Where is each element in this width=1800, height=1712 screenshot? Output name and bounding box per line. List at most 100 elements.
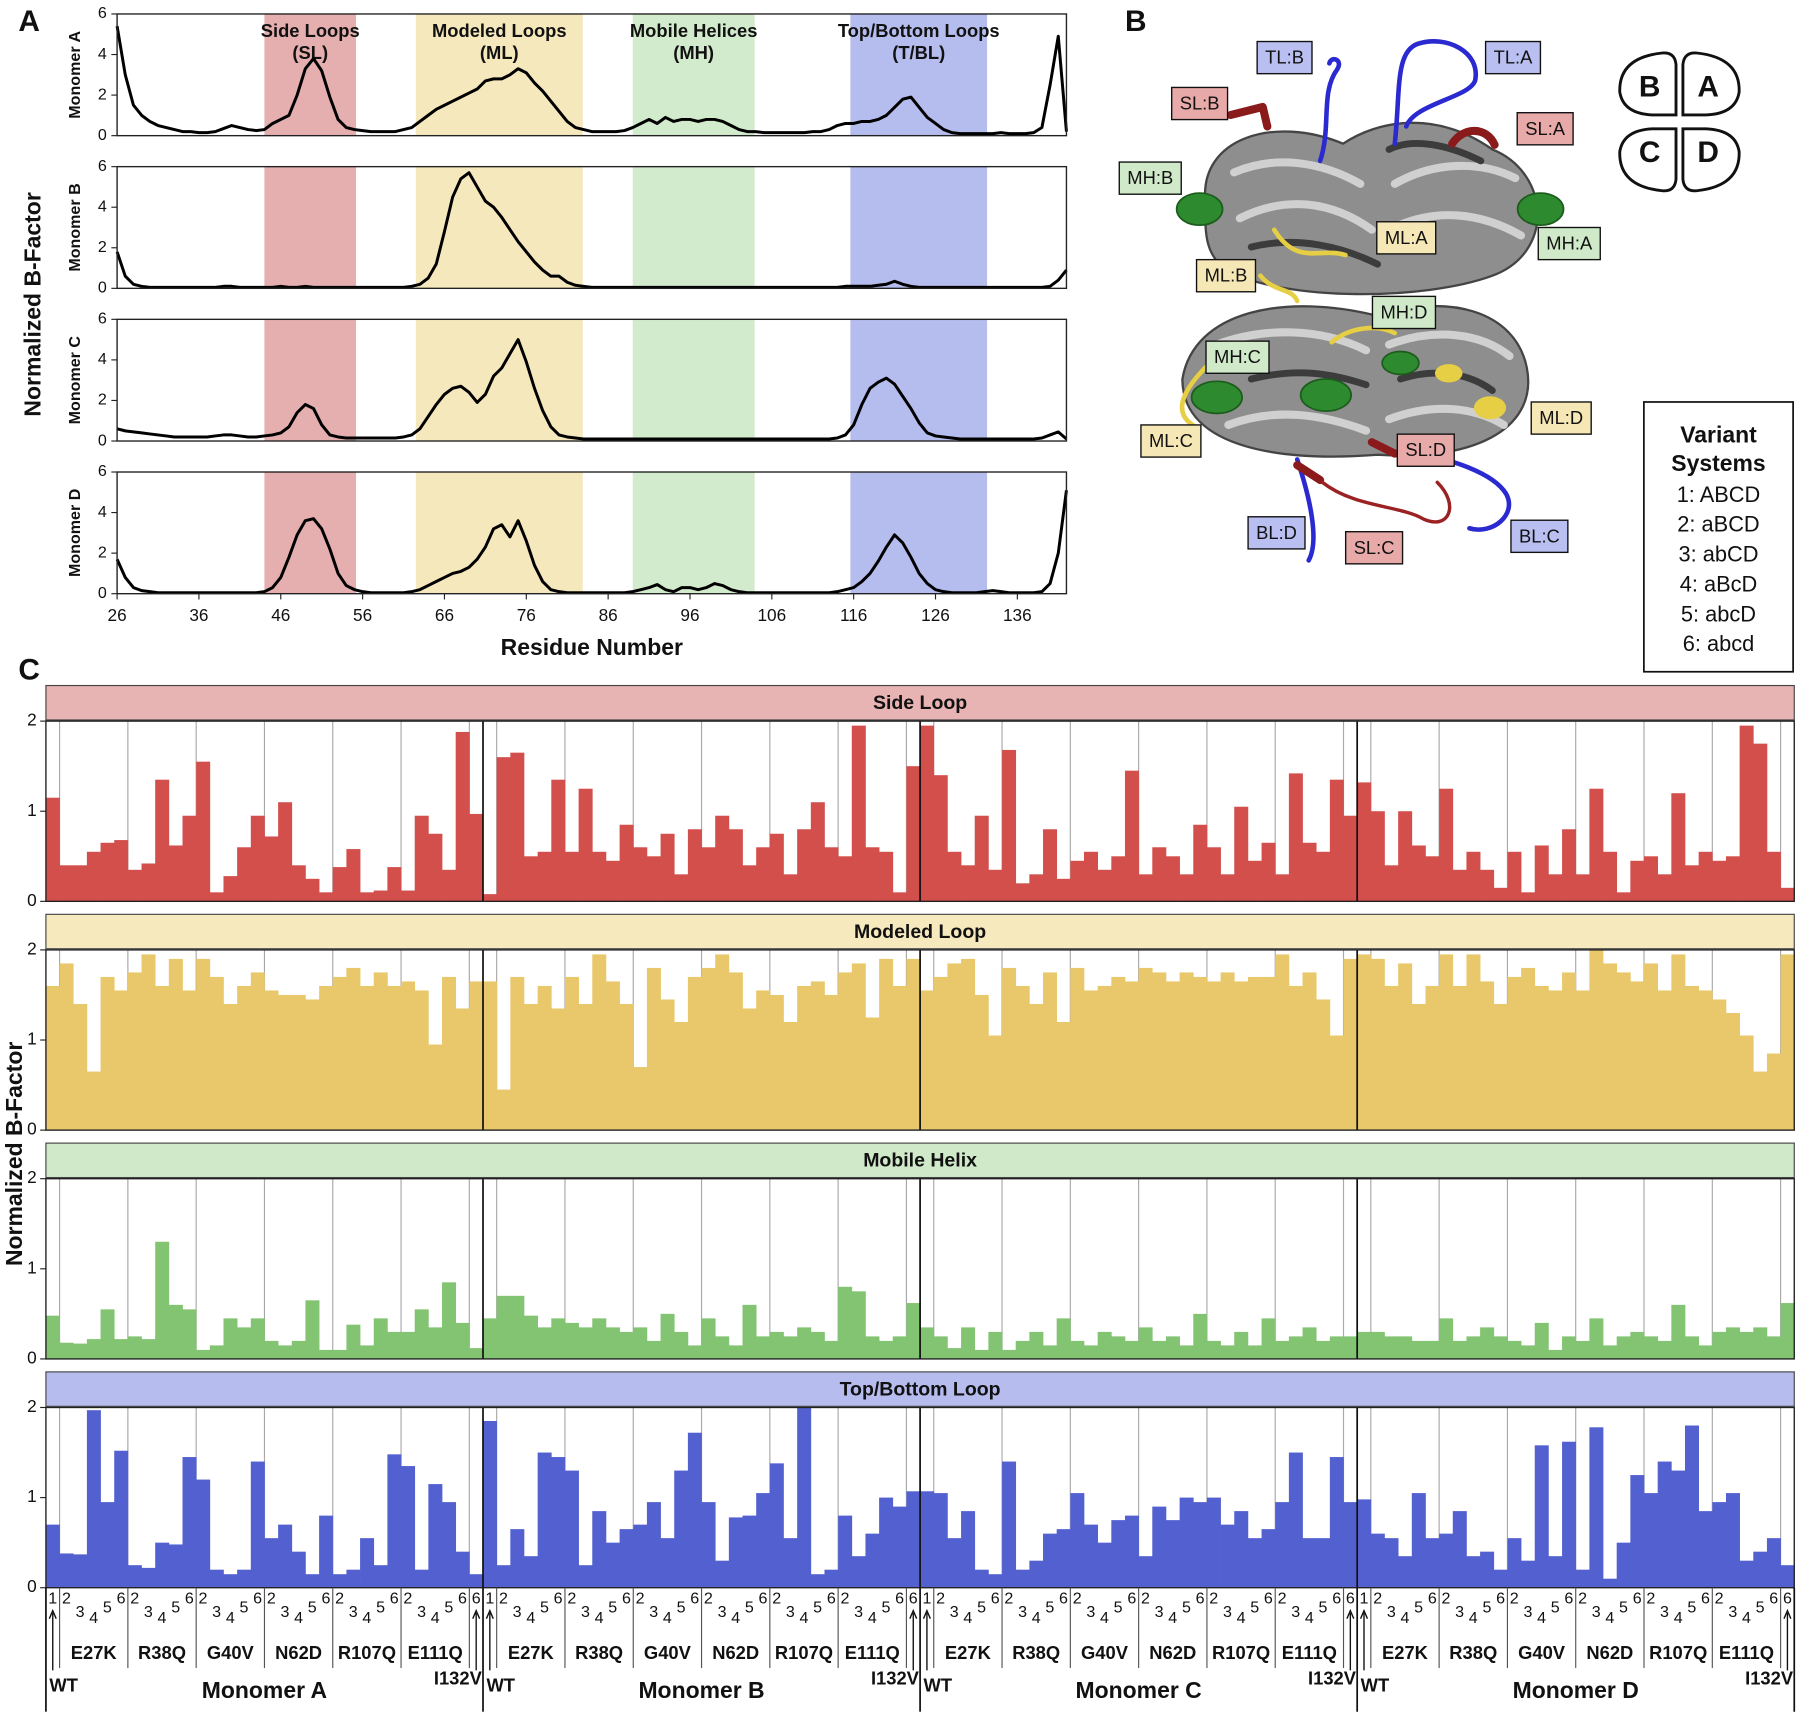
bar [1316, 1340, 1331, 1359]
bar [701, 1502, 716, 1588]
bar [851, 963, 866, 1131]
bar [373, 972, 388, 1131]
bar [660, 833, 675, 902]
bar [155, 985, 170, 1131]
bar [346, 1569, 361, 1588]
bar [1165, 856, 1180, 902]
bar [1029, 1331, 1044, 1359]
x-tick-label: 5 [444, 1599, 453, 1617]
bar [933, 976, 948, 1131]
region-band [632, 319, 755, 442]
bar [319, 1515, 334, 1588]
bar [1630, 1475, 1645, 1588]
bar [1002, 749, 1017, 902]
bar [1275, 1340, 1290, 1359]
x-tick-label: 3 [1523, 1603, 1532, 1621]
bar [523, 1003, 538, 1131]
bar [360, 1538, 375, 1588]
x-tick-label: 6 [1701, 1589, 1710, 1607]
bar [510, 1295, 525, 1359]
x-tick-label: 4 [526, 1609, 535, 1627]
bar [1384, 865, 1399, 902]
bar [291, 994, 306, 1131]
bar [442, 1282, 457, 1359]
bar [469, 981, 484, 1131]
bar [797, 829, 812, 902]
x-tick-label: 4 [294, 1609, 303, 1627]
y-tick-label: 6 [98, 157, 107, 175]
bar [1657, 1461, 1672, 1588]
x-tick-label: 2 [1510, 1589, 1519, 1607]
x-tick-label: 6 [1428, 1589, 1437, 1607]
bar [728, 1517, 743, 1588]
x-tick-label: 2 [1373, 1589, 1382, 1607]
bar [1343, 815, 1358, 902]
bar [551, 779, 566, 902]
y-tick-label: 0 [27, 1119, 37, 1139]
bar [701, 967, 716, 1131]
bar [1193, 1502, 1208, 1588]
bar [646, 856, 661, 902]
variant-label: E27K [71, 1642, 118, 1663]
bar [865, 1533, 880, 1588]
x-tick-label: 4 [800, 1609, 809, 1627]
bar [1138, 874, 1153, 902]
bar [1302, 1327, 1317, 1359]
variant-label: E27K [508, 1642, 555, 1663]
bar [646, 1340, 661, 1359]
x-tick-label: 46 [271, 605, 290, 625]
bar [633, 1327, 648, 1359]
bar [646, 1502, 661, 1588]
bar [797, 985, 812, 1131]
variant-label: R38Q [1012, 1642, 1060, 1663]
bar [496, 1565, 511, 1588]
bar [1534, 1322, 1549, 1359]
bar [1220, 972, 1235, 1131]
region-tag [1140, 424, 1202, 458]
bar [196, 958, 211, 1131]
x-tick-label: 3 [1155, 1603, 1164, 1621]
variant-label: E27K [945, 1642, 992, 1663]
bar [1521, 1560, 1536, 1588]
bar [237, 985, 252, 1131]
bar [701, 847, 716, 902]
x-tick-label: 1 [48, 1589, 57, 1607]
x-tick-label: 2 [840, 1589, 849, 1607]
y-axis-title: Normalized B-Factor [1, 1042, 27, 1266]
x-tick-label: 2 [1441, 1589, 1450, 1607]
x-tick-label: 4 [89, 1609, 98, 1627]
bar [1370, 1331, 1385, 1359]
region-label: (SL) [292, 42, 328, 63]
bar [1753, 1327, 1768, 1359]
bar [865, 1017, 880, 1131]
bar [1411, 1340, 1426, 1359]
bar [1507, 851, 1522, 902]
bar [1179, 972, 1194, 1131]
bar [401, 890, 416, 902]
variant-label: N62D [1586, 1642, 1633, 1663]
variant-label: I132V [1308, 1667, 1357, 1688]
x-tick-label: 5 [376, 1599, 385, 1617]
x-tick-label: 3 [144, 1603, 153, 1621]
bar [1206, 1340, 1221, 1359]
bar [551, 1008, 566, 1131]
bar [1179, 874, 1194, 902]
bar [86, 1410, 101, 1588]
bar [1398, 963, 1413, 1131]
bar [1015, 1569, 1030, 1588]
bar [209, 1569, 224, 1588]
bar [1480, 981, 1495, 1131]
bar [1507, 976, 1522, 1131]
bar [537, 851, 552, 902]
bar [1029, 1003, 1044, 1131]
bar [824, 1340, 839, 1359]
bar [141, 863, 156, 902]
bar [428, 1044, 443, 1131]
x-tick-label: 4 [1605, 1609, 1614, 1627]
x-tick-label: 5 [1182, 1599, 1191, 1617]
bar [769, 1463, 784, 1588]
bar [1138, 1556, 1153, 1588]
bar [1070, 860, 1085, 902]
bar [496, 757, 511, 902]
